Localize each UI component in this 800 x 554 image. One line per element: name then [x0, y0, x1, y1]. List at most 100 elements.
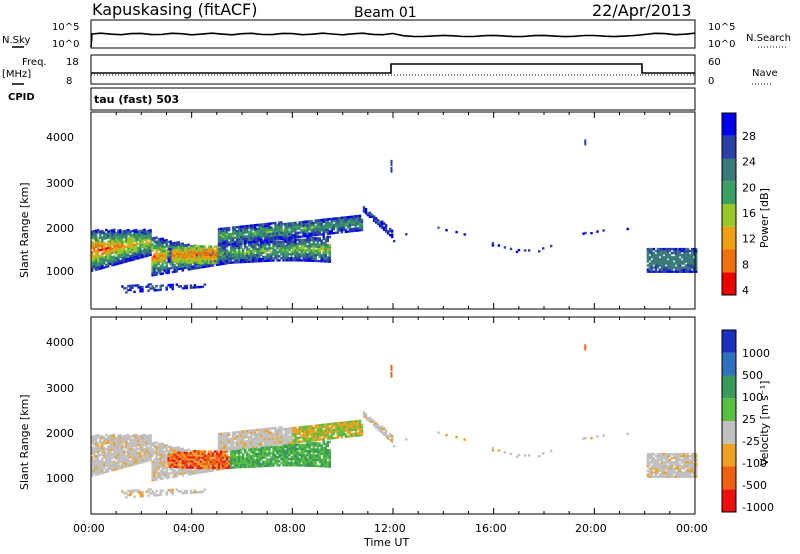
echo-cell: [678, 258, 682, 261]
echo-cell: [205, 263, 209, 266]
echo-cell: [141, 442, 144, 445]
echo-cell: [161, 471, 164, 474]
echo-cell: [123, 250, 126, 253]
echo-cell: [227, 228, 231, 232]
echo-cell: [151, 243, 154, 246]
echo-cell: [147, 244, 150, 247]
echo-cell: [195, 254, 199, 257]
echo-cell: [231, 249, 235, 252]
echo-cell: [236, 244, 239, 248]
echo-cell: [350, 217, 354, 220]
echo-cell: [201, 285, 205, 288]
echo-cell: [153, 271, 156, 275]
echo-cell: [171, 244, 174, 247]
echo-cell: [161, 442, 164, 445]
echo-cell: [316, 253, 319, 257]
echo-cell: [262, 245, 265, 248]
echo-cell: [159, 442, 162, 446]
echo-cell: [195, 456, 199, 459]
echo-cell: [304, 251, 307, 254]
echo-cell: [274, 445, 277, 449]
echo-cell: [268, 243, 271, 246]
echo-cell: [135, 450, 138, 453]
echo-cell: [149, 454, 152, 457]
echo-cell: [183, 259, 186, 262]
echo-cell: [252, 443, 255, 446]
echo-cell: [157, 260, 160, 264]
echo-cell: [298, 428, 301, 431]
echo-cell: [648, 457, 652, 460]
power-ytick: 3000: [46, 177, 74, 190]
echo-cell: [240, 246, 243, 249]
echo-cell: [274, 251, 277, 254]
echo-cell: [135, 253, 138, 256]
echo-cell: [139, 451, 142, 454]
echo-cell: [201, 468, 205, 472]
echo-cell: [348, 431, 352, 434]
echo-cell: [270, 458, 273, 461]
echo-cell: [155, 273, 158, 276]
echo-cell: [227, 241, 231, 244]
echo-cell: [99, 462, 102, 465]
echo-cell: [344, 218, 348, 221]
echo-cell: [141, 245, 144, 248]
echo-cell: [389, 439, 392, 442]
echo-cell: [123, 260, 126, 264]
echo-cell: [246, 440, 249, 443]
echo-cell: [107, 250, 110, 254]
echo-cell: [258, 260, 261, 263]
echo-cell: [264, 255, 267, 258]
echo-cell: [93, 264, 96, 268]
echo-cell: [191, 247, 195, 250]
echo-cell: [296, 458, 299, 461]
echo-cell: [229, 247, 233, 250]
echo-cell: [310, 219, 313, 223]
echo-cell: [372, 217, 376, 220]
echo-cell: [662, 270, 666, 273]
echo-cell: [306, 458, 309, 461]
echo-cell: [145, 248, 148, 251]
echo-cell: [177, 465, 180, 469]
echo-cell: [292, 226, 295, 229]
echo-cell: [302, 257, 305, 260]
echo-cell: [274, 244, 277, 248]
echo-cell: [334, 436, 337, 440]
echo-cell: [240, 459, 243, 463]
echo-cell: [256, 465, 259, 468]
echo-cell: [155, 489, 158, 493]
echo-cell: [177, 250, 180, 253]
echo-cell: [272, 238, 275, 241]
echo-cell: [175, 266, 178, 269]
echo-cell: [219, 251, 223, 254]
echo-cell: [101, 254, 104, 257]
echo-cell: [213, 456, 217, 459]
echo-cell: [238, 246, 241, 250]
echo-cell: [316, 426, 319, 429]
echo-cell: [312, 430, 315, 434]
echo-cell: [292, 447, 295, 451]
echo-cell: [236, 441, 239, 444]
echo-cell: [282, 259, 285, 262]
echo-cell: [328, 461, 331, 464]
echo-cell: [157, 246, 160, 249]
echo-cell: [133, 251, 136, 255]
echo-cell: [197, 466, 201, 470]
echo-cell: [129, 246, 132, 250]
echo-cell: [115, 234, 118, 237]
echo-cell: [348, 226, 352, 229]
echo-cell: [308, 251, 311, 254]
echo-cell: [109, 252, 112, 255]
echo-cell: [165, 444, 168, 447]
echo-cell: [145, 234, 148, 237]
echo-cell: [509, 452, 513, 456]
echo-cell: [296, 453, 299, 457]
echo-cell: [310, 444, 313, 447]
echo-cell: [199, 259, 203, 262]
echo-cell: [240, 231, 243, 235]
echo-cell: [342, 224, 346, 227]
echo-cell: [125, 254, 128, 257]
echo-cell: [101, 242, 104, 245]
echo-cell: [346, 423, 350, 426]
echo-cell: [141, 253, 144, 257]
echo-cell: [115, 468, 118, 471]
